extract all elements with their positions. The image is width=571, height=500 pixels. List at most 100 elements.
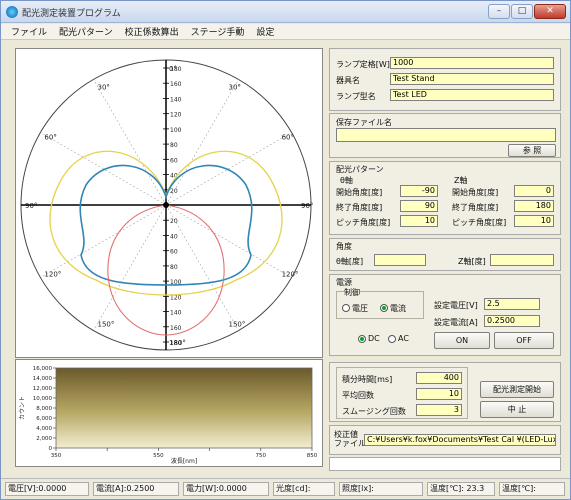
axis-theta-title: θ軸 bbox=[340, 176, 353, 185]
fixture-name-label: 器具名 bbox=[336, 76, 360, 85]
polar-spoke bbox=[165, 204, 292, 278]
menu-stage-manual[interactable]: ステージ手動 bbox=[190, 28, 245, 38]
spectrum-y-tick-label: 2,000 bbox=[36, 436, 52, 442]
power-title: 電源 bbox=[336, 278, 352, 287]
polar-angle-label: 30° bbox=[229, 83, 241, 91]
polar-radial-label: 160 bbox=[170, 81, 182, 88]
polar-radial-label: 40 bbox=[170, 233, 178, 240]
polar-radial-label: 140 bbox=[170, 96, 182, 103]
polar-radial-label: 160 bbox=[170, 325, 182, 332]
ac-radio-label: AC bbox=[398, 334, 409, 343]
z-end-field[interactable]: 180 bbox=[514, 200, 554, 212]
polar-plot: 0° 30° 60° 90° 120° 150° 180° 150° 120° 90° 60° 30°… bbox=[20, 59, 313, 351]
average-label: 平均回数 bbox=[342, 391, 374, 400]
rated-power-field[interactable]: 1000 bbox=[390, 57, 554, 69]
polar-radial-label: 140 bbox=[170, 310, 182, 317]
pattern-title: 配光パターン bbox=[336, 165, 384, 174]
z-pitch-label: ピッチ角度[度] bbox=[452, 218, 507, 227]
lamp-model-field[interactable]: Test LED bbox=[390, 89, 554, 101]
menu-calibration[interactable]: 校正係数算出 bbox=[124, 28, 179, 38]
start-measure-button[interactable]: 配光測定開始 bbox=[480, 381, 554, 398]
theta-pitch-field[interactable]: 10 bbox=[400, 215, 438, 227]
polar-radial-label: 180 bbox=[170, 66, 182, 73]
polar-angle-label: 120° bbox=[282, 271, 299, 279]
save-file-field[interactable] bbox=[336, 128, 556, 142]
dc-radio[interactable] bbox=[358, 335, 366, 343]
polar-spoke bbox=[93, 204, 167, 331]
average-field[interactable]: 10 bbox=[416, 388, 462, 400]
axis-z-title: Z軸 bbox=[454, 176, 468, 185]
status-temp1: 温度[℃]: 23.3 bbox=[427, 482, 495, 496]
menu-settings[interactable]: 設定 bbox=[256, 28, 275, 38]
set-voltage-label: 設定電圧[V] bbox=[434, 301, 478, 310]
current-radio-label: 電流 bbox=[390, 304, 406, 313]
power-on-button[interactable]: ON bbox=[434, 332, 490, 349]
spectrum-x-axis-label: 波長[nm] bbox=[171, 457, 197, 465]
theta-angle-label: θ軸[度] bbox=[336, 257, 364, 266]
polar-spoke bbox=[40, 204, 167, 278]
polar-curve-red bbox=[107, 204, 225, 336]
exposure-field[interactable]: 400 bbox=[416, 372, 462, 384]
message-field bbox=[329, 457, 561, 471]
spectrum-y-tick-label: 10,000 bbox=[33, 396, 53, 402]
polar-origin-dot bbox=[163, 202, 169, 208]
browse-button[interactable]: 参 照 bbox=[508, 144, 556, 157]
voltage-radio-label: 電圧 bbox=[352, 304, 368, 313]
voltage-radio[interactable] bbox=[342, 304, 350, 312]
minimize-button[interactable]: – bbox=[488, 4, 510, 19]
spectrum-x-tick-label: 750 bbox=[256, 453, 267, 459]
stop-button[interactable]: 中 止 bbox=[480, 401, 554, 418]
polar-radial-label: 60 bbox=[170, 249, 178, 256]
polar-radial-label: 120 bbox=[170, 294, 182, 301]
maximize-button[interactable]: □ bbox=[511, 4, 533, 19]
power-off-button[interactable]: OFF bbox=[494, 332, 554, 349]
calibration-file-field[interactable]: C:¥Users¥k.fox¥Documents¥Test Cal ¥(LED-… bbox=[364, 434, 556, 446]
title-bar[interactable]: 配光測定装置プログラム – □ ✕ bbox=[1, 1, 570, 23]
z-start-label: 開始角度[度] bbox=[452, 188, 499, 197]
power-panel: 電源 制御 電圧 電流 設定電圧[V] 2.5 設定電流[A] 0.2500 D… bbox=[329, 274, 561, 356]
polar-spoke bbox=[165, 204, 239, 331]
spectrum-y-tick-label: 14,000 bbox=[33, 376, 53, 382]
set-voltage-field[interactable]: 2.5 bbox=[484, 298, 540, 310]
z-start-field[interactable]: 0 bbox=[514, 185, 554, 197]
save-file-panel: 保存ファイル名 参 照 bbox=[329, 113, 561, 158]
spectrum-panel: 16,000 14,000 12,000 10,000 8,000 6,000 4,000 2… bbox=[15, 359, 323, 467]
spectrum-y-tick-label: 12,000 bbox=[33, 386, 53, 392]
z-angle-label: Z軸[度] bbox=[458, 257, 486, 266]
z-angle-field bbox=[490, 254, 554, 266]
window-title: 配光測定装置プログラム bbox=[22, 9, 121, 19]
theta-start-field[interactable]: -90 bbox=[400, 185, 438, 197]
close-button[interactable]: ✕ bbox=[534, 4, 566, 19]
spectrum-x-tick-label: 350 bbox=[51, 453, 62, 459]
menu-pattern[interactable]: 配光パターン bbox=[59, 28, 113, 38]
angle-panel: 角度 θ軸[度] Z軸[度] bbox=[329, 238, 561, 271]
spectrum-x-tick-label: 550 bbox=[153, 453, 164, 459]
menu-file[interactable]: ファイル bbox=[11, 28, 48, 38]
status-illuminance: 照度[lx]: bbox=[339, 482, 423, 496]
theta-end-field[interactable]: 90 bbox=[400, 200, 438, 212]
polar-angle-label: 90° bbox=[301, 202, 313, 210]
smoothing-field[interactable]: 3 bbox=[416, 404, 462, 416]
polar-radial-label: 80 bbox=[170, 142, 178, 149]
polar-radial-label: 100 bbox=[170, 279, 182, 286]
spectrum-y-tick-label: 16,000 bbox=[33, 366, 53, 372]
status-power: 電力[W]:0.0000 bbox=[183, 482, 269, 496]
spectrum-chart: 16,000 14,000 12,000 10,000 8,000 6,000 4,000 2… bbox=[18, 366, 318, 465]
polar-radial-label: 20 bbox=[170, 218, 178, 225]
polar-radial-label: 20 bbox=[170, 188, 178, 195]
ac-radio[interactable] bbox=[388, 335, 396, 343]
status-temp2: 温度[℃]: bbox=[499, 482, 565, 496]
spectrum-y-tick-label: 6,000 bbox=[36, 416, 52, 422]
status-luminous-intensity: 光度[cd]: bbox=[273, 482, 335, 496]
spectrum-y-tick-label: 8,000 bbox=[36, 406, 52, 412]
fixture-name-field[interactable]: Test Stand bbox=[390, 73, 554, 85]
polar-spoke bbox=[93, 79, 167, 206]
spectrum-y-axis-label: カウント bbox=[18, 396, 26, 420]
z-pitch-field[interactable]: 10 bbox=[514, 215, 554, 227]
dc-radio-label: DC bbox=[368, 334, 380, 343]
set-current-field[interactable]: 0.2500 bbox=[484, 315, 540, 327]
app-icon bbox=[6, 6, 18, 18]
polar-spoke bbox=[165, 79, 239, 206]
current-radio[interactable] bbox=[380, 304, 388, 312]
